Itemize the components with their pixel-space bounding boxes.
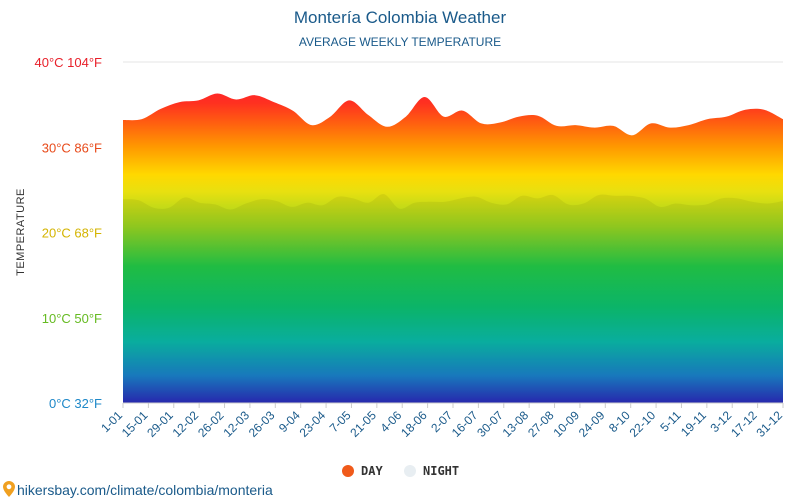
x-tick-label: 27-08 bbox=[525, 408, 557, 440]
chart-subtitle: AVERAGE WEEKLY TEMPERATURE bbox=[299, 35, 501, 49]
legend-night-marker bbox=[404, 465, 416, 477]
night-area bbox=[123, 194, 783, 403]
x-tick-label: 19-11 bbox=[678, 408, 709, 439]
x-axis-ticks: 1-0115-0129-0112-0226-0212-0326-039-0423… bbox=[98, 403, 785, 440]
y-tick-label: 20°C 68°F bbox=[42, 226, 102, 241]
x-tick-label: 31-12 bbox=[754, 408, 786, 440]
x-tick-label: 12-03 bbox=[220, 408, 252, 440]
x-tick-label: 18-06 bbox=[398, 408, 430, 440]
x-tick-label: 12-02 bbox=[170, 408, 202, 440]
x-tick-label: 17-12 bbox=[728, 408, 760, 440]
y-axis-label: TEMPERATURE bbox=[15, 188, 27, 276]
x-tick-label: 22-10 bbox=[627, 408, 659, 440]
legend-night-label: NIGHT bbox=[423, 464, 459, 478]
y-tick-label: 10°C 50°F bbox=[42, 311, 102, 326]
x-tick-label: 21-05 bbox=[347, 408, 379, 440]
legend-item-night[interactable]: NIGHT bbox=[404, 464, 459, 478]
day-area bbox=[123, 93, 783, 403]
x-tick-label: 15-01 bbox=[119, 408, 151, 440]
x-tick-label: 29-01 bbox=[144, 408, 176, 440]
x-tick-label: 26-02 bbox=[195, 408, 227, 440]
legend-item-day[interactable]: DAY bbox=[342, 464, 383, 478]
chart-title: Montería Colombia Weather bbox=[294, 8, 507, 27]
x-tick-label: 16-07 bbox=[449, 408, 481, 440]
map-pin-icon bbox=[3, 481, 15, 497]
legend-day-label: DAY bbox=[361, 464, 383, 478]
x-tick-label: 26-03 bbox=[246, 408, 278, 440]
x-tick-label: 13-08 bbox=[500, 408, 532, 440]
legend: DAY NIGHT bbox=[342, 464, 459, 478]
legend-day-marker bbox=[342, 465, 354, 477]
y-axis-ticks: 0°C 32°F 10°C 50°F 20°C 68°F 30°C 86°F 40°C … bbox=[35, 55, 103, 411]
y-tick-label: 30°C 86°F bbox=[42, 140, 102, 155]
x-tick-label: 23-04 bbox=[297, 408, 329, 440]
credit-link[interactable]: hikersbay.com/climate/colombia/monteria bbox=[17, 482, 273, 498]
y-tick-label: 40°C 104°F bbox=[35, 55, 103, 70]
y-tick-label: 0°C 32°F bbox=[49, 396, 102, 411]
x-tick-label: 30-07 bbox=[474, 408, 506, 440]
credit[interactable]: hikersbay.com/climate/colombia/monteria bbox=[3, 481, 273, 498]
x-tick-label: 24-09 bbox=[576, 408, 608, 440]
x-tick-label: 10-09 bbox=[550, 408, 582, 440]
